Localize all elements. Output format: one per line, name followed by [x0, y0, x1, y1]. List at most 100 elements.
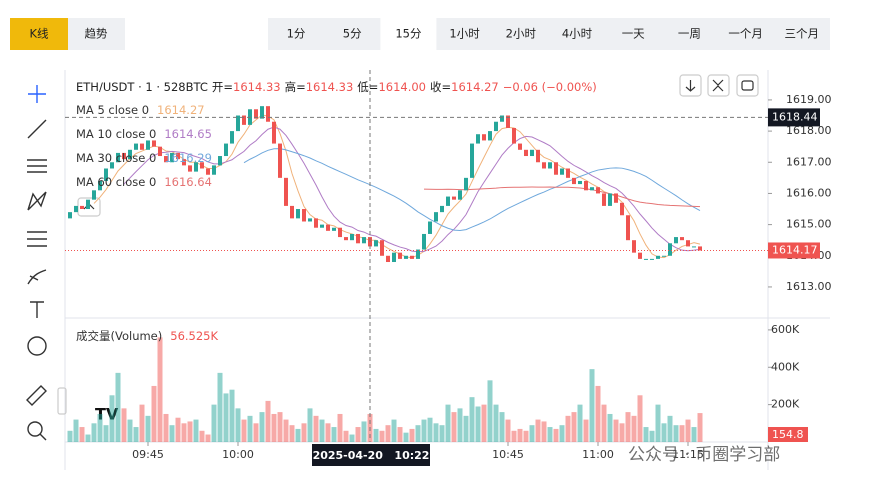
legend-part: 1614.27: [451, 80, 499, 94]
interval[interactable]: 4小时: [562, 27, 593, 41]
pattern-tool[interactable]: [27, 191, 47, 211]
interval[interactable]: 1小时: [449, 27, 480, 41]
interval-bar: [268, 18, 830, 50]
volume-bar: [559, 425, 565, 442]
y-tick-label: 1613.00: [786, 280, 832, 293]
candle-body: [182, 159, 186, 166]
tab[interactable]: 趋势: [85, 27, 108, 41]
candle-body: [446, 196, 450, 206]
candle-body: [392, 252, 396, 263]
volume-bar: [145, 415, 151, 442]
y-tick-label: 1619.00: [786, 93, 832, 106]
btn-fullscreen[interactable]: [736, 74, 759, 97]
volume-bar: [673, 425, 679, 442]
interval[interactable]: 15分: [395, 27, 422, 41]
volume-bar: [583, 419, 589, 442]
fib-tool[interactable]: [27, 231, 47, 247]
ma-legend: MA 10 close 0 1614.65: [76, 127, 212, 141]
watermark: 公众号 · 币圈学习部: [628, 445, 780, 465]
volume-bar: [373, 428, 379, 442]
candle-body: [74, 205, 78, 213]
candle-body: [242, 115, 246, 125]
volume-bar: [337, 413, 343, 442]
candle-body: [650, 258, 654, 260]
emoji-tool[interactable]: [27, 336, 47, 356]
ma-value: 1614.65: [164, 127, 212, 141]
line-tool[interactable]: [27, 119, 47, 139]
volume-bar: [565, 415, 571, 442]
last-volume-bg: [768, 427, 808, 442]
candle-body: [398, 252, 402, 259]
candle-body: [470, 143, 474, 178]
brush-tool[interactable]: [27, 269, 47, 285]
ma-value: 1616.29: [164, 151, 212, 165]
volume-bar: [415, 425, 421, 442]
volume-bar: [211, 404, 217, 442]
volume-bar: [121, 408, 127, 442]
candle-body: [632, 240, 636, 253]
volume-bar: [697, 413, 703, 442]
volume-legend: 成交量(Volume) 56.525K: [76, 329, 218, 343]
interval[interactable]: 一个月: [728, 27, 763, 41]
candle-body: [266, 106, 270, 122]
text-tool[interactable]: [30, 301, 44, 318]
candle-body: [692, 246, 696, 248]
volume-bar: [433, 423, 439, 442]
interval[interactable]: 2小时: [506, 27, 537, 41]
tool-icons[interactable]: [26, 85, 47, 441]
candle-body: [338, 227, 342, 238]
legend-part: −0.06 (−0.00%): [503, 80, 597, 94]
volume-bar: [271, 413, 277, 442]
volume-bar: [535, 419, 541, 442]
candle-body: [680, 237, 684, 241]
candle-body: [98, 180, 102, 191]
candle-body: [416, 249, 420, 259]
candle-body: [260, 106, 264, 119]
candle-body: [344, 237, 348, 241]
zoom-tool[interactable]: [27, 421, 43, 437]
volume-bar: [589, 369, 595, 442]
candle-body: [434, 212, 438, 222]
interval-active-bg: [380, 18, 437, 50]
volume-bar: [193, 419, 199, 442]
ma-line: [243, 148, 701, 232]
volume-bar: [223, 393, 229, 442]
volume-bar: [577, 404, 583, 442]
btn-side[interactable]: [57, 387, 67, 415]
volume-bar: [187, 421, 193, 442]
candle-body: [530, 149, 534, 157]
interval[interactable]: 一天: [622, 27, 645, 41]
crosshair-tool[interactable]: [28, 85, 46, 103]
crosshair-price-bg: [768, 108, 820, 127]
candle-body: [566, 168, 570, 178]
volume-bar: [571, 412, 577, 442]
interval[interactable]: 三个月: [785, 27, 820, 41]
candle-body: [452, 196, 456, 200]
volume-bar: [463, 415, 469, 442]
btn-down[interactable]: [679, 74, 702, 97]
btn-collapse[interactable]: [707, 74, 730, 97]
candle-body: [176, 152, 180, 160]
interval[interactable]: 5分: [343, 27, 362, 41]
legend-part: 收=: [430, 80, 451, 94]
volume-bar: [631, 415, 637, 442]
candle-body: [428, 221, 432, 234]
ruler-tool[interactable]: [26, 385, 47, 406]
candle-body: [500, 115, 504, 122]
volume-bar: [355, 427, 361, 442]
tab[interactable]: K线: [29, 27, 49, 41]
volume-bar: [475, 406, 481, 442]
candle-body: [512, 127, 516, 144]
x-tick-label: 11:15: [672, 448, 704, 461]
candle-body: [164, 156, 168, 163]
volume-bar: [685, 419, 691, 442]
volume-bar: [241, 419, 247, 442]
candle-body: [206, 168, 210, 175]
candle-body: [110, 162, 114, 169]
x-tick-label: 09:45: [132, 448, 164, 461]
channel-tool[interactable]: [27, 159, 47, 173]
candle-body: [122, 152, 126, 160]
interval[interactable]: 一周: [678, 27, 701, 41]
volume-bar: [661, 423, 667, 442]
interval[interactable]: 1分: [287, 27, 306, 41]
